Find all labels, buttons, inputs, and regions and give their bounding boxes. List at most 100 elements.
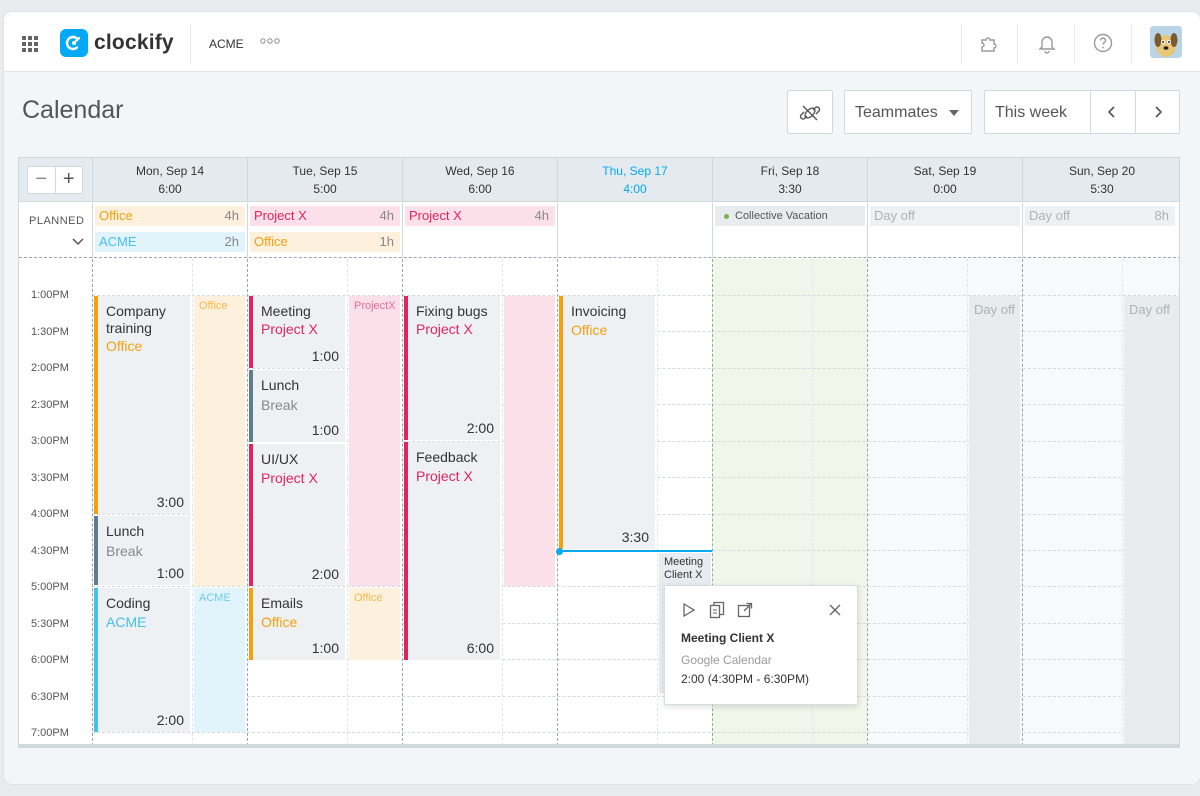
zoom-out-button[interactable]: −	[35, 168, 48, 190]
popup-detail: 2:00 (4:30PM - 6:30PM)	[681, 672, 810, 686]
popup-source: Google Calendar	[681, 653, 772, 667]
planned-item-label: Office	[99, 208, 133, 223]
zoom-in-button[interactable]: +	[54, 167, 83, 193]
open-external-icon[interactable]	[737, 602, 753, 618]
entry-duration: 6:00	[466, 640, 494, 656]
current-time-line	[559, 550, 712, 552]
day-header-wed: Wed, Sep 16 6:00	[402, 158, 557, 202]
planned-item-label: Day off	[1029, 208, 1070, 223]
sub-column-line	[1122, 259, 1123, 744]
day-column-sun	[1022, 259, 1023, 744]
apps-grid-icon[interactable]	[22, 36, 38, 52]
time-entry[interactable]: Coding ACME 2:00	[94, 588, 190, 732]
grid-line	[92, 295, 1179, 296]
copy-icon[interactable]	[709, 601, 725, 619]
planned-item[interactable]: Collective Vacation	[715, 206, 865, 226]
clockify-logo-icon	[60, 29, 88, 57]
bell-icon[interactable]	[1036, 32, 1058, 54]
time-entry[interactable]: Emails Office 1:00	[249, 588, 345, 660]
entry-project: Project X	[416, 321, 473, 337]
day-column-wed	[402, 259, 403, 744]
time-entry[interactable]: Fixing bugs Project X 2:00	[404, 296, 500, 440]
logo[interactable]: clockify	[60, 28, 174, 58]
entry-color-bar	[559, 296, 563, 549]
time-entry[interactable]: Lunch Break 1:00	[249, 370, 345, 442]
chevron-left-icon[interactable]	[1105, 105, 1119, 119]
more-dots-icon[interactable]	[260, 34, 280, 48]
planned-block[interactable]	[504, 296, 555, 586]
planned-item[interactable]: Project X 4h	[405, 206, 555, 226]
workspace-name[interactable]: ACME	[209, 37, 244, 51]
planned-item-label: Office	[254, 234, 288, 249]
teammates-dropdown[interactable]: Teammates	[844, 90, 972, 134]
planned-tue: Project X 4h Office 1h	[247, 203, 402, 258]
divider	[1131, 24, 1132, 64]
time-entry[interactable]: Invoicing Office 3:30	[559, 296, 655, 549]
planned-item[interactable]: Day off	[870, 206, 1020, 226]
calendar-grid: − + Mon, Sep 14 6:00 Tue, Sep 15 5:00 We…	[18, 157, 1180, 745]
entry-color-bar	[404, 296, 408, 440]
planned-block-label: ProjectX	[354, 300, 396, 312]
day-total: 6:00	[468, 182, 492, 196]
grid-line	[92, 696, 1179, 697]
week-navigator: This week	[984, 90, 1180, 134]
time-label: 1:00PM	[31, 289, 69, 301]
app-name: clockify	[94, 31, 174, 54]
day-column-fri	[712, 259, 713, 744]
close-icon[interactable]	[829, 604, 841, 616]
planned-block[interactable]: Office	[349, 588, 400, 660]
entry-project: ACME	[106, 614, 147, 630]
avatar[interactable]	[1150, 26, 1182, 58]
planned-block[interactable]: ACME	[194, 588, 245, 732]
day-off-label: Day off	[1129, 302, 1170, 317]
time-label: 2:00PM	[31, 362, 69, 374]
sync-button[interactable]	[787, 90, 833, 134]
planned-item[interactable]: Office 1h	[250, 232, 400, 252]
caret-down-icon	[949, 110, 959, 116]
day-header-fri: Fri, Sep 18 3:30	[712, 158, 867, 202]
time-entry[interactable]: Company training Office 3:00	[94, 296, 190, 514]
day-column-sat	[867, 259, 868, 744]
day-header-mon: Mon, Sep 14 6:00	[92, 158, 247, 202]
entry-color-bar	[94, 588, 98, 732]
time-label: 1:30PM	[31, 326, 69, 338]
entry-duration: 2:00	[156, 712, 184, 728]
planned-item[interactable]: ACME 2h	[95, 232, 245, 252]
day-off-block[interactable]: Day off	[1124, 296, 1179, 744]
planned-mon: Office 4h ACME 2h	[92, 203, 247, 258]
puzzle-icon[interactable]	[978, 32, 1000, 54]
day-name: Wed, Sep 16	[445, 164, 515, 178]
vacation-dot-icon	[724, 214, 729, 219]
entry-duration: 1:00	[311, 640, 339, 656]
entry-project: Project X	[261, 470, 318, 486]
time-entry[interactable]: UI/UX Project X 2:00	[249, 444, 345, 586]
time-label: 3:30PM	[31, 472, 69, 484]
chevron-down-icon[interactable]	[71, 237, 85, 247]
time-entry[interactable]: Lunch Break 1:00	[94, 516, 190, 585]
planned-block[interactable]: ProjectX	[349, 296, 400, 586]
planned-item[interactable]: Project X 4h	[250, 206, 400, 226]
planned-block[interactable]: Office	[194, 296, 245, 586]
time-label: 6:00PM	[31, 654, 69, 666]
time-label: 7:00PM	[31, 727, 69, 739]
planned-wed: Project X 4h	[402, 203, 557, 258]
play-icon[interactable]	[681, 602, 697, 618]
entry-color-bar	[94, 296, 98, 514]
day-off-block[interactable]: Day off	[969, 296, 1020, 744]
event-title: Meeting Client X	[664, 556, 704, 581]
entry-title: Meeting	[261, 303, 311, 319]
planned-item[interactable]: Day off 8h	[1025, 206, 1175, 226]
help-icon[interactable]	[1092, 32, 1114, 54]
time-entry[interactable]: Feedback Project X 6:00	[404, 442, 500, 660]
day-name: Tue, Sep 15	[292, 164, 358, 178]
entry-color-bar	[94, 516, 98, 585]
divider	[961, 24, 962, 64]
entry-title: Fixing bugs	[416, 303, 488, 319]
entry-duration: 1:00	[311, 422, 339, 438]
sub-column-line	[812, 259, 813, 744]
planned-item[interactable]: Office 4h	[95, 206, 245, 226]
time-entry[interactable]: Meeting Project X 1:00	[249, 296, 345, 368]
chevron-right-icon[interactable]	[1151, 105, 1165, 119]
week-range-label[interactable]: This week	[995, 104, 1068, 121]
grid-line	[92, 623, 1179, 624]
